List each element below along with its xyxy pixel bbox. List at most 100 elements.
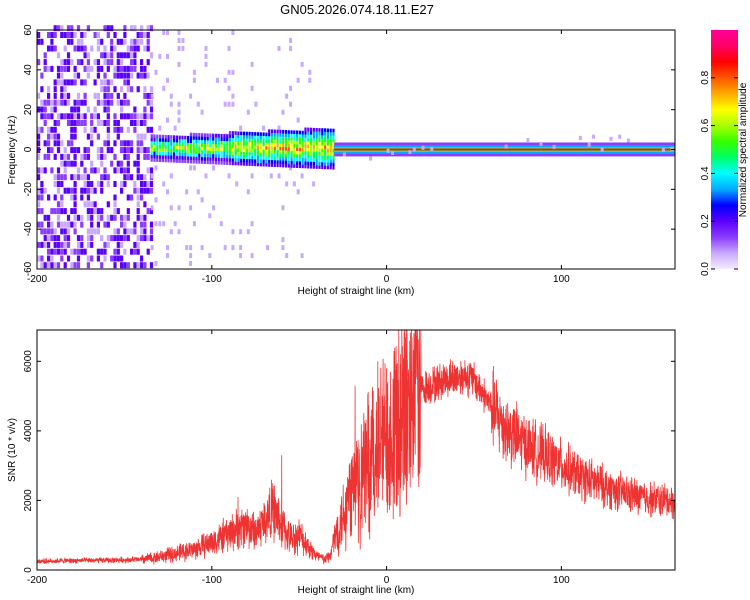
spectrogram-cell bbox=[293, 133, 296, 138]
spectrogram-cell bbox=[63, 65, 67, 72]
spectrogram-cell bbox=[223, 137, 226, 142]
spectrogram-cell bbox=[76, 25, 81, 32]
spectrogram-cell bbox=[282, 163, 285, 168]
spectrogram-cell bbox=[310, 154, 313, 159]
spectrogram-cell bbox=[324, 155, 327, 159]
spectrogram-cell bbox=[240, 134, 243, 139]
spectrogram-cell bbox=[173, 142, 176, 146]
spectrogram-cell bbox=[86, 235, 90, 242]
spectrogram-cell bbox=[282, 146, 285, 151]
spectrogram-cell bbox=[150, 173, 154, 179]
spectrogram-cell bbox=[120, 38, 124, 45]
spectrogram-cell bbox=[175, 138, 178, 143]
spectrogram-cell bbox=[56, 208, 61, 215]
spectrogram-cell bbox=[100, 174, 104, 181]
spectrogram-cell bbox=[63, 79, 67, 86]
spectrogram-cell bbox=[231, 151, 234, 155]
spectrogram-cell bbox=[143, 147, 147, 154]
spectrogram-cell bbox=[203, 150, 206, 154]
spectrogram-cell bbox=[287, 160, 290, 165]
spectrogram-cell bbox=[100, 248, 104, 255]
spectrogram-cell bbox=[76, 174, 81, 181]
spectrogram-cell bbox=[140, 187, 144, 194]
spectrogram-cell bbox=[298, 134, 301, 138]
spectrogram-cell bbox=[287, 133, 290, 138]
spectrogram-cell bbox=[177, 61, 181, 67]
spectrogram-cell bbox=[248, 145, 251, 149]
spectrogram-cell bbox=[307, 161, 310, 166]
spectrogram-cell bbox=[70, 38, 74, 45]
spectrogram-cell bbox=[235, 181, 239, 187]
spectrogram-cell bbox=[133, 45, 137, 52]
spectrogram-cell bbox=[140, 133, 144, 140]
spectrogram-cell bbox=[329, 162, 332, 166]
spectrogram-cell bbox=[113, 65, 117, 72]
spectrogram-cell bbox=[120, 59, 124, 66]
spectrogram-cell bbox=[324, 162, 327, 166]
spectrogram-cell bbox=[332, 159, 335, 163]
spectrogram-ytick-label: -40 bbox=[23, 222, 34, 237]
spectrogram-cell bbox=[37, 208, 41, 215]
spectrogram-cell bbox=[73, 201, 77, 208]
spectrogram-cell bbox=[120, 140, 124, 147]
snr-xtick-label: -100 bbox=[202, 575, 222, 586]
spectrogram-cell bbox=[284, 153, 288, 158]
spectrogram-cell bbox=[223, 101, 227, 107]
spectrogram-cell bbox=[284, 160, 288, 165]
spectrogram-cell bbox=[600, 147, 604, 152]
spectrogram-cell bbox=[214, 137, 218, 141]
spectrogram-cell bbox=[47, 65, 51, 72]
spectrogram-cell bbox=[37, 133, 41, 140]
spectrogram-cell bbox=[254, 101, 258, 107]
spectrogram-cell bbox=[106, 99, 110, 106]
spectrogram-cell bbox=[60, 201, 64, 208]
spectrogram-cell bbox=[670, 146, 674, 151]
spectrogram-cell bbox=[184, 149, 187, 153]
spectrogram-cell bbox=[242, 158, 246, 163]
spectrogram-cell bbox=[609, 136, 613, 141]
spectrogram-cell bbox=[195, 136, 198, 140]
spectrogram-cell bbox=[116, 126, 120, 133]
spectrogram-cell bbox=[96, 45, 100, 52]
spectrogram-cell bbox=[200, 109, 204, 115]
spectrogram-cell bbox=[228, 147, 232, 152]
spectrogram-cell bbox=[209, 143, 212, 148]
spectrogram-cell bbox=[60, 181, 64, 187]
spectrogram-cell bbox=[292, 181, 296, 187]
spectrogram-cell bbox=[173, 221, 177, 227]
spectrogram-cell bbox=[40, 99, 44, 106]
spectrogram-cell bbox=[298, 161, 301, 165]
spectrogram-cell bbox=[220, 137, 223, 141]
spectrogram-cell bbox=[143, 120, 147, 126]
spectrogram-cell bbox=[130, 86, 134, 93]
spectrogram-cell bbox=[136, 201, 140, 208]
spectrogram-cell bbox=[226, 151, 229, 155]
spectrogram-cell bbox=[86, 52, 90, 59]
spectrogram-cell bbox=[169, 93, 173, 99]
spectrogram-cell bbox=[130, 248, 134, 255]
spectrogram-cell bbox=[181, 38, 185, 43]
spectrogram-cell bbox=[50, 167, 54, 174]
spectrogram-cell bbox=[164, 145, 167, 149]
spectrogram-cell bbox=[40, 126, 44, 133]
spectrogram-cell bbox=[307, 158, 310, 162]
spectrogram-cell bbox=[103, 174, 107, 181]
spectrogram-cell bbox=[242, 162, 246, 166]
spectrogram-cell bbox=[312, 161, 315, 166]
spectrogram-cell bbox=[298, 157, 301, 162]
spectrogram-cell bbox=[76, 235, 81, 242]
spectrogram-cell bbox=[136, 262, 140, 269]
spectrogram-cell bbox=[177, 205, 181, 211]
spectrogram-cell bbox=[149, 221, 154, 228]
spectrogram-cell bbox=[214, 154, 218, 158]
spectrogram-cell bbox=[212, 137, 215, 141]
spectrogram-cell bbox=[332, 132, 335, 136]
spectrogram-cell bbox=[242, 138, 246, 142]
spectrogram-cell bbox=[106, 92, 110, 99]
spectrogram-cell bbox=[217, 157, 220, 162]
spectrogram-cell bbox=[237, 155, 240, 159]
spectrogram-cell bbox=[223, 147, 226, 152]
spectrogram-cell bbox=[192, 159, 195, 164]
spectrogram-cell bbox=[273, 156, 276, 161]
